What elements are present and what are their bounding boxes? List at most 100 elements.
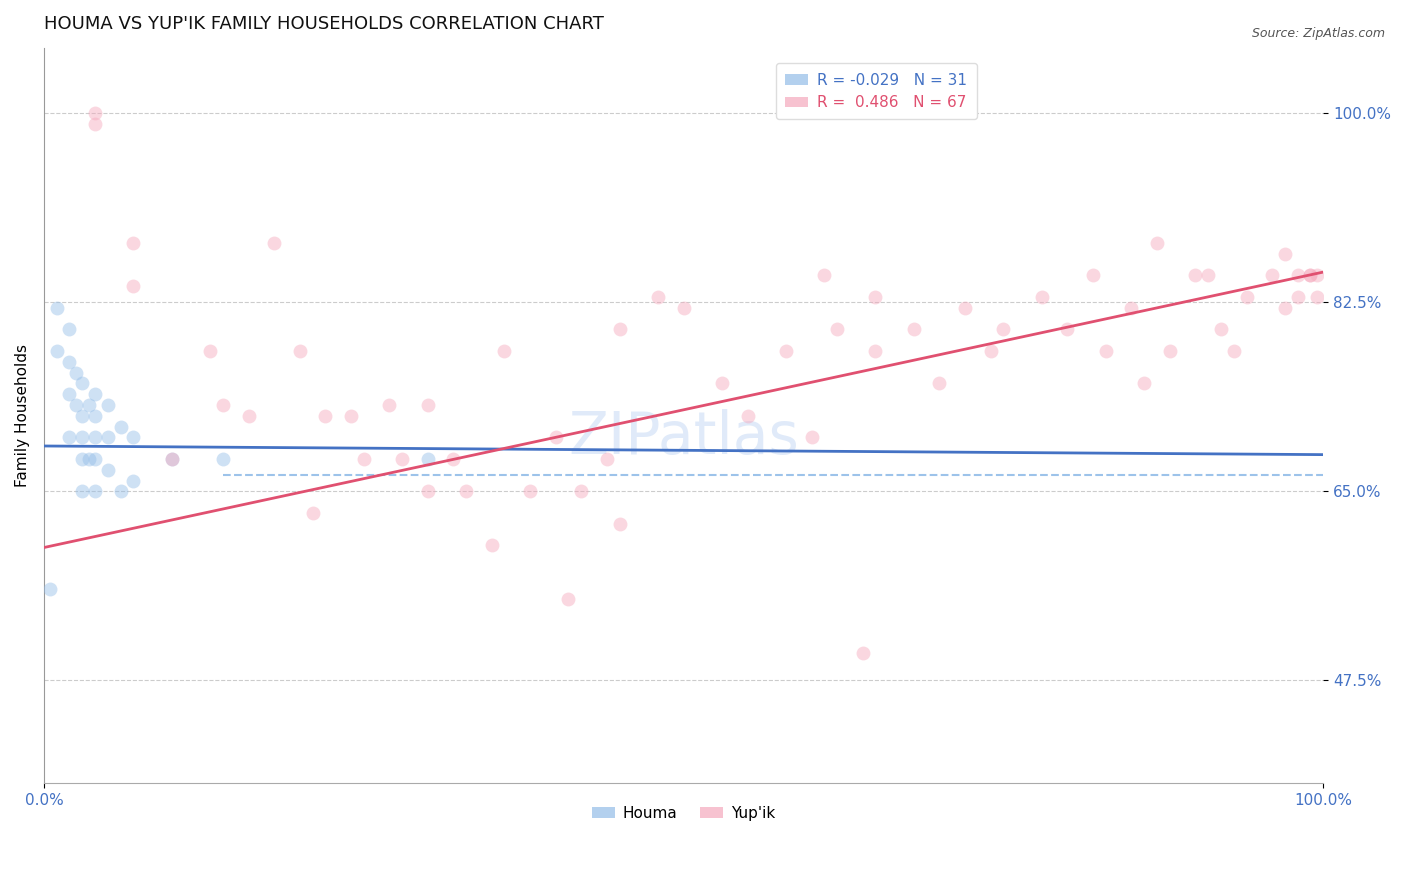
Point — [353, 452, 375, 467]
Point — [39, 582, 62, 596]
Point — [72, 376, 94, 391]
Point — [77, 398, 100, 412]
Point — [72, 430, 94, 444]
Point — [65, 366, 87, 380]
Point — [609, 516, 631, 531]
Point — [800, 430, 823, 444]
Text: ZIPatlas: ZIPatlas — [568, 409, 799, 467]
Point — [45, 301, 67, 315]
Point — [1286, 268, 1309, 283]
Point — [84, 452, 107, 467]
Point — [993, 322, 1015, 336]
Point — [569, 484, 592, 499]
Point — [45, 343, 67, 358]
Point — [200, 343, 222, 358]
Point — [1274, 246, 1296, 260]
Point — [557, 592, 579, 607]
Point — [212, 398, 235, 412]
Point — [953, 301, 976, 315]
Point — [58, 430, 80, 444]
Text: Source: ZipAtlas.com: Source: ZipAtlas.com — [1251, 27, 1385, 40]
Point — [441, 452, 464, 467]
Point — [84, 117, 107, 131]
Point — [122, 474, 145, 488]
Point — [825, 322, 848, 336]
Point — [84, 387, 107, 401]
Point — [72, 409, 94, 423]
Point — [97, 430, 120, 444]
Point — [77, 452, 100, 467]
Point — [544, 430, 567, 444]
Point — [58, 322, 80, 336]
Point — [122, 279, 145, 293]
Point — [301, 506, 323, 520]
Point — [852, 647, 875, 661]
Point — [97, 463, 120, 477]
Point — [238, 409, 260, 423]
Point — [1209, 322, 1232, 336]
Point — [1081, 268, 1104, 283]
Point — [212, 452, 235, 467]
Point — [481, 538, 503, 552]
Point — [737, 409, 759, 423]
Point — [1184, 268, 1206, 283]
Point — [1299, 268, 1322, 283]
Point — [1056, 322, 1078, 336]
Point — [391, 452, 413, 467]
Point — [1306, 268, 1329, 283]
Point — [1197, 268, 1219, 283]
Point — [980, 343, 1002, 358]
Point — [1261, 268, 1284, 283]
Point — [775, 343, 797, 358]
Point — [122, 430, 145, 444]
Point — [710, 376, 733, 391]
Point — [813, 268, 835, 283]
Y-axis label: Family Households: Family Households — [15, 344, 30, 487]
Point — [1274, 301, 1296, 315]
Point — [84, 106, 107, 120]
Point — [84, 430, 107, 444]
Point — [519, 484, 541, 499]
Point — [314, 409, 336, 423]
Point — [1306, 290, 1329, 304]
Point — [1121, 301, 1143, 315]
Point — [72, 452, 94, 467]
Point — [58, 387, 80, 401]
Point — [1146, 235, 1168, 250]
Point — [416, 398, 439, 412]
Point — [454, 484, 477, 499]
Point — [1159, 343, 1181, 358]
Point — [340, 409, 363, 423]
Point — [928, 376, 950, 391]
Point — [609, 322, 631, 336]
Point — [1236, 290, 1258, 304]
Point — [160, 452, 183, 467]
Point — [110, 484, 132, 499]
Point — [84, 484, 107, 499]
Point — [494, 343, 516, 358]
Point — [865, 290, 887, 304]
Point — [903, 322, 925, 336]
Point — [1133, 376, 1156, 391]
Point — [72, 484, 94, 499]
Point — [122, 235, 145, 250]
Text: HOUMA VS YUP'IK FAMILY HOUSEHOLDS CORRELATION CHART: HOUMA VS YUP'IK FAMILY HOUSEHOLDS CORREL… — [44, 15, 603, 33]
Point — [110, 419, 132, 434]
Point — [647, 290, 669, 304]
Legend: Houma, Yup'ik: Houma, Yup'ik — [586, 799, 782, 827]
Point — [58, 355, 80, 369]
Point — [263, 235, 285, 250]
Point — [596, 452, 619, 467]
Point — [1094, 343, 1116, 358]
Point — [672, 301, 695, 315]
Point — [1299, 268, 1322, 283]
Point — [84, 409, 107, 423]
Point — [1222, 343, 1244, 358]
Point — [378, 398, 401, 412]
Point — [288, 343, 311, 358]
Point — [416, 452, 439, 467]
Point — [160, 452, 183, 467]
Point — [1286, 290, 1309, 304]
Point — [865, 343, 887, 358]
Point — [65, 398, 87, 412]
